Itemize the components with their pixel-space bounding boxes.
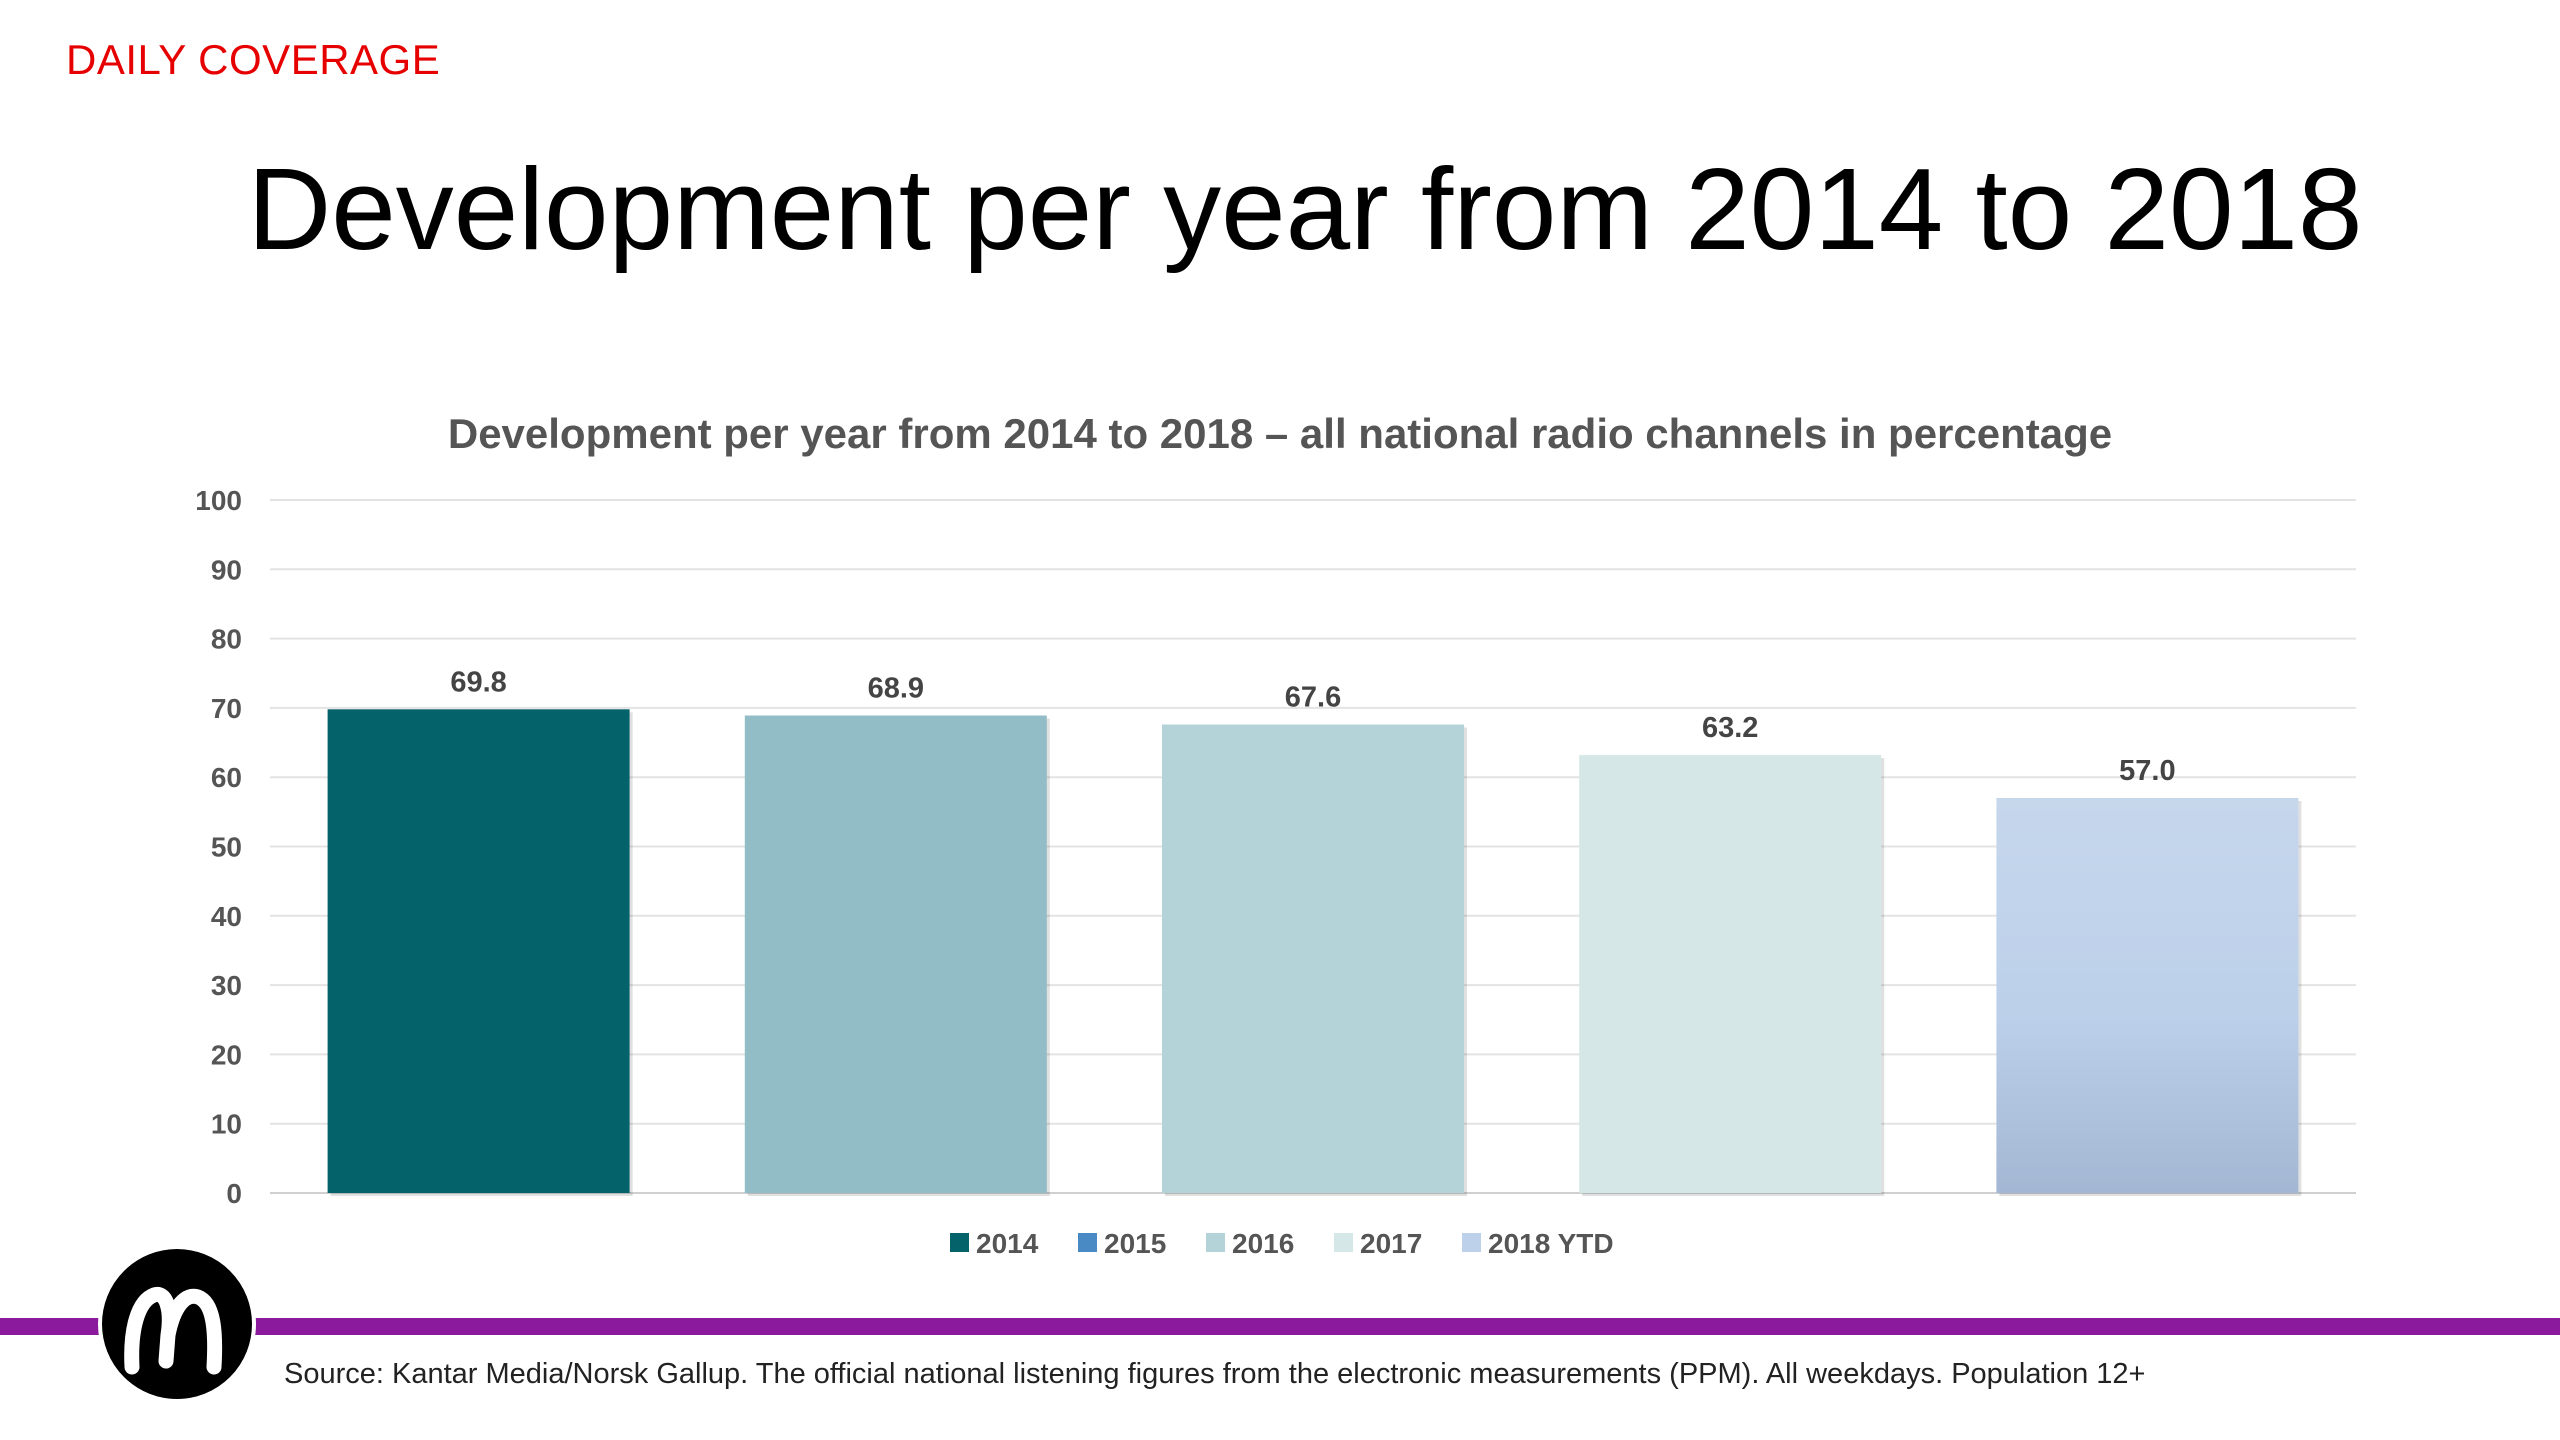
y-tick-label: 40 [211, 901, 242, 932]
y-tick-label: 70 [211, 693, 242, 724]
data-labels: 69.8 68.9 67.6 63.2 57.0 [450, 666, 2175, 787]
footer-divider [0, 1318, 2560, 1335]
legend: 2014 2015 2016 2017 2018 YTD [950, 1228, 1614, 1259]
legend-label: 2017 [1360, 1228, 1422, 1259]
y-tick-label: 30 [211, 970, 242, 1001]
y-tick-label: 0 [226, 1178, 242, 1209]
legend-swatch [950, 1233, 969, 1252]
y-tick-label: 80 [211, 624, 242, 655]
legend-swatch [1206, 1233, 1225, 1252]
legend-swatch [1334, 1233, 1353, 1252]
bars [327, 709, 2302, 1196]
data-label: 57.0 [2119, 755, 2175, 787]
data-label: 68.9 [868, 673, 924, 705]
legend-swatch [1462, 1233, 1481, 1252]
y-tick-label: 60 [211, 762, 242, 793]
legend-label: 2018 YTD [1488, 1228, 1614, 1259]
slide-title: Development per year from 2014 to 2018 [247, 144, 2363, 274]
bar-2018-ytd [1996, 797, 2299, 1193]
legend-swatch [1078, 1233, 1097, 1252]
data-label: 63.2 [1702, 712, 1758, 744]
data-label: 69.8 [450, 666, 506, 698]
y-tick-label: 100 [195, 485, 242, 516]
bar-2016 [744, 715, 1047, 1193]
y-tick-label: 90 [211, 554, 242, 585]
y-tick-label: 20 [211, 1039, 242, 1070]
source-note: Source: Kantar Media/Norsk Gallup. The o… [284, 1358, 2146, 1390]
section-label: DAILY COVERAGE [66, 36, 441, 83]
bar-2017 [1579, 755, 1882, 1193]
y-tick-label: 10 [211, 1109, 242, 1140]
legend-label: 2015 [1104, 1228, 1166, 1259]
data-label: 67.6 [1285, 682, 1341, 714]
bar-chart: Development per year from 2014 to 2018 –… [195, 410, 2356, 1259]
chart-title: Development per year from 2014 to 2018 –… [448, 410, 2112, 457]
y-axis-ticks: 0 10 20 30 40 50 60 70 80 90 100 [195, 485, 242, 1209]
bar-2014 [327, 709, 630, 1193]
legend-label: 2016 [1232, 1228, 1294, 1259]
y-tick-label: 50 [211, 832, 242, 863]
bar-2016 [1162, 724, 1464, 1193]
brand-logo [98, 1245, 256, 1403]
legend-label: 2014 [976, 1228, 1039, 1259]
